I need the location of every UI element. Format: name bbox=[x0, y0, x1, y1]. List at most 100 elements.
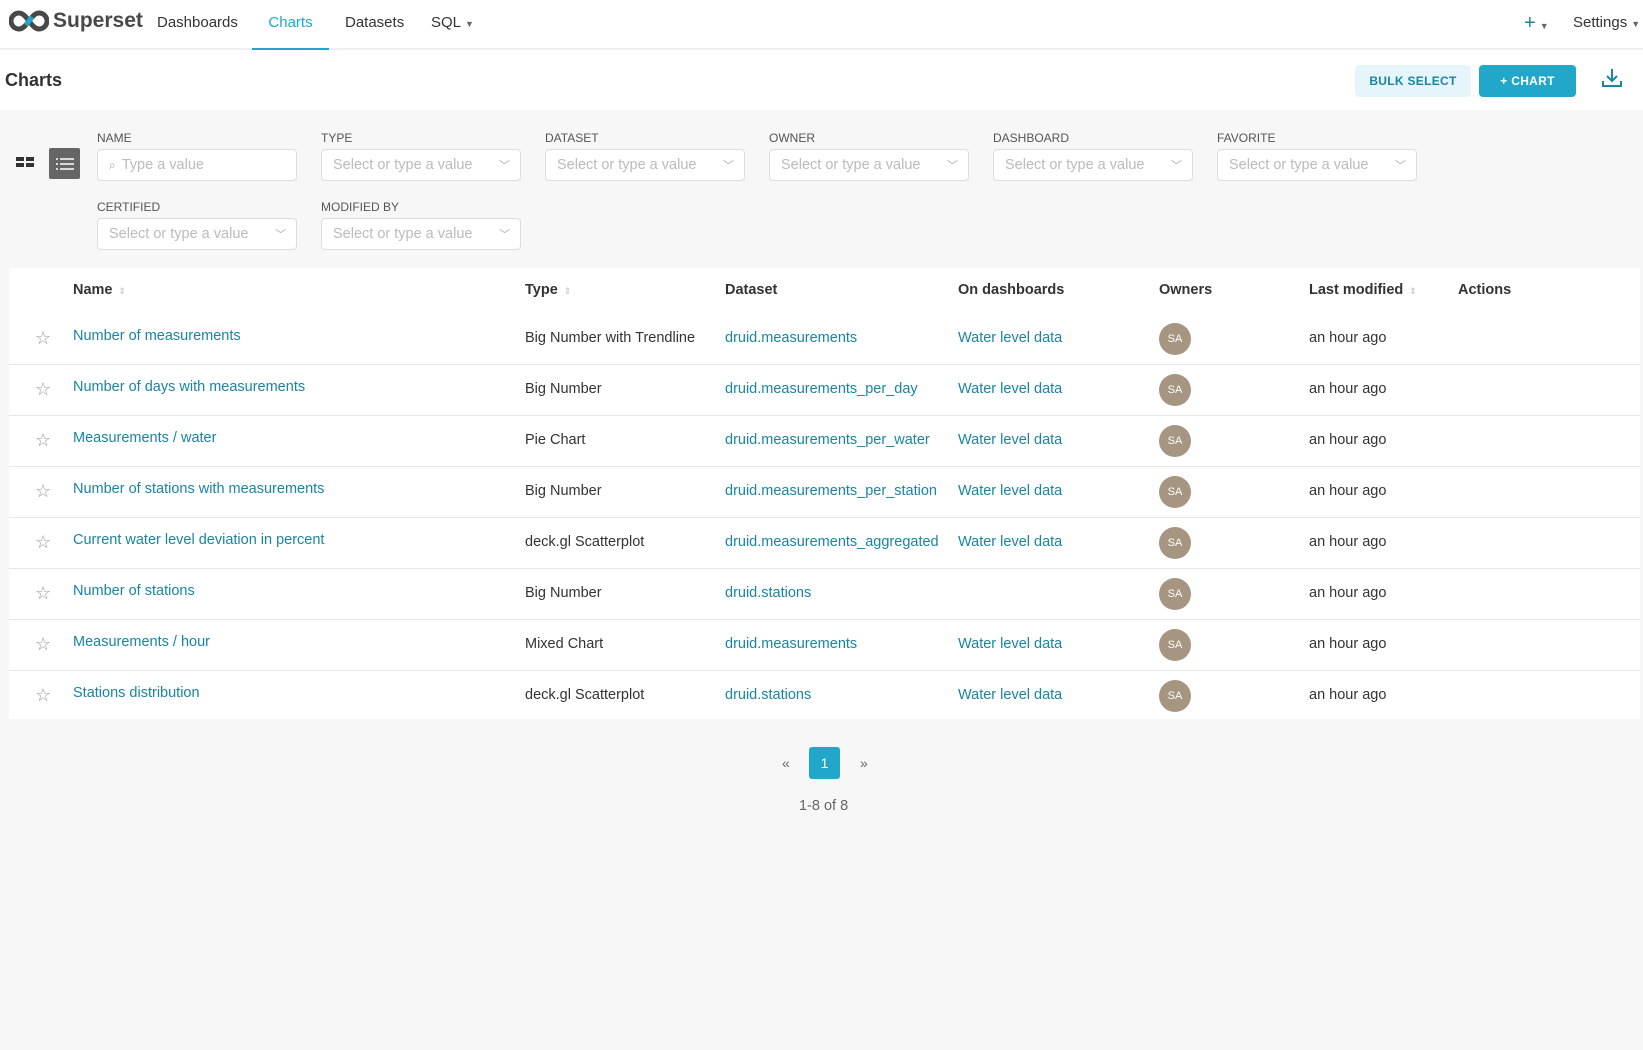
chart-name-link[interactable]: Stations distribution bbox=[73, 685, 200, 701]
chevron-down-icon: ﹀ bbox=[499, 160, 510, 172]
new-menu[interactable]: + ▼ bbox=[1524, 0, 1549, 50]
favorite-star-icon[interactable]: ☆ bbox=[35, 532, 52, 552]
caret-down-icon: ▼ bbox=[465, 19, 474, 29]
dataset-link[interactable]: druid.measurements_per_day bbox=[725, 381, 918, 397]
dashboard-link[interactable]: Water level data bbox=[958, 687, 1063, 703]
filter-certified-input[interactable]: Select or type a value ﹀ bbox=[97, 218, 297, 250]
owner-avatar: SA bbox=[1159, 578, 1191, 610]
dashboard-link[interactable]: Water level data bbox=[958, 432, 1063, 448]
dashboard-link[interactable]: Water level data bbox=[958, 381, 1063, 397]
add-chart-button[interactable]: + CHART bbox=[1479, 65, 1576, 97]
top-nav: Superset Dashboards Charts Datasets SQL ▼… bbox=[0, 0, 1643, 50]
owner-avatar: SA bbox=[1159, 476, 1191, 508]
caret-down-icon: ▼ bbox=[1631, 19, 1641, 29]
list-view-button[interactable] bbox=[49, 148, 80, 179]
chart-name-link[interactable]: Number of stations bbox=[73, 583, 195, 599]
filter-placeholder: Select or type a value bbox=[781, 157, 921, 173]
favorite-star-icon[interactable]: ☆ bbox=[35, 379, 52, 399]
column-header-owners: Owners bbox=[1159, 282, 1213, 298]
chart-type: deck.gl Scatterplot bbox=[525, 534, 645, 550]
pagination-next[interactable]: » bbox=[860, 755, 868, 771]
table-row: ☆ Stations distribution deck.gl Scatterp… bbox=[9, 671, 1640, 722]
chevron-down-icon: ﹀ bbox=[947, 160, 958, 172]
filter-label-name: NAME bbox=[97, 131, 132, 145]
favorite-star-icon[interactable]: ☆ bbox=[35, 481, 52, 501]
dashboard-link[interactable]: Water level data bbox=[958, 636, 1063, 652]
pagination-prev[interactable]: « bbox=[782, 755, 790, 771]
dataset-link[interactable]: druid.measurements bbox=[725, 636, 858, 652]
search-icon: ⌕ bbox=[109, 157, 116, 172]
filter-favorite-input[interactable]: Select or type a value ﹀ bbox=[1217, 149, 1417, 181]
filter-modified-by-input[interactable]: Select or type a value ﹀ bbox=[321, 218, 521, 250]
nav-sql[interactable]: SQL ▼ bbox=[431, 0, 474, 50]
nav-dashboards[interactable]: Dashboards bbox=[157, 14, 238, 31]
sort-icon: ⇕ bbox=[1409, 286, 1417, 296]
chart-type: Mixed Chart bbox=[525, 636, 604, 652]
table-row: ☆ Measurements / hour Mixed Chart druid.… bbox=[9, 620, 1640, 671]
dataset-link[interactable]: druid.measurements_aggregated bbox=[725, 534, 939, 550]
column-header-actions: Actions bbox=[1458, 282, 1512, 298]
chart-name-link[interactable]: Current water level deviation in percent bbox=[73, 532, 325, 548]
filter-placeholder: Select or type a value bbox=[333, 157, 473, 173]
dataset-link[interactable]: druid.stations bbox=[725, 687, 812, 703]
plus-icon: + bbox=[1524, 12, 1536, 34]
chart-name-link[interactable]: Measurements / hour bbox=[73, 634, 211, 650]
dashboard-link[interactable]: Water level data bbox=[958, 330, 1063, 346]
table-row: ☆ Number of stations Big Number druid.st… bbox=[9, 569, 1640, 620]
column-header-type[interactable]: Type ⇕ bbox=[525, 282, 571, 298]
card-view-icon[interactable] bbox=[16, 156, 35, 172]
last-modified: an hour ago bbox=[1309, 483, 1387, 499]
dataset-link[interactable]: druid.measurements_per_station bbox=[725, 483, 937, 499]
filter-dashboard-input[interactable]: Select or type a value ﹀ bbox=[993, 149, 1193, 181]
table-row: ☆ Number of stations with measurements B… bbox=[9, 467, 1640, 518]
chart-name-link[interactable]: Number of stations with measurements bbox=[73, 481, 325, 497]
filter-placeholder: Select or type a value bbox=[1229, 157, 1369, 173]
column-header-last-modified[interactable]: Last modified ⇕ bbox=[1309, 282, 1417, 298]
chart-type: deck.gl Scatterplot bbox=[525, 687, 645, 703]
dataset-link[interactable]: druid.stations bbox=[725, 585, 812, 601]
chart-type: Big Number bbox=[525, 381, 602, 397]
chart-name-link[interactable]: Number of days with measurements bbox=[73, 379, 306, 395]
filter-dataset-input[interactable]: Select or type a value ﹀ bbox=[545, 149, 745, 181]
filter-name-input[interactable]: ⌕ Type a value bbox=[97, 149, 297, 181]
settings-menu[interactable]: Settings ▼ bbox=[1573, 0, 1640, 50]
bulk-select-button[interactable]: BULK SELECT bbox=[1355, 65, 1471, 97]
download-icon[interactable] bbox=[1600, 66, 1624, 90]
dataset-link[interactable]: druid.measurements bbox=[725, 330, 858, 346]
last-modified: an hour ago bbox=[1309, 687, 1387, 703]
sort-icon: ⇕ bbox=[118, 286, 127, 296]
list-view-icon bbox=[55, 157, 74, 170]
filter-owner-input[interactable]: Select or type a value ﹀ bbox=[769, 149, 969, 181]
chart-name-link[interactable]: Measurements / water bbox=[73, 430, 217, 446]
favorite-star-icon[interactable]: ☆ bbox=[35, 634, 52, 654]
dashboard-link[interactable]: Water level data bbox=[958, 534, 1063, 550]
owner-avatar: SA bbox=[1159, 680, 1191, 712]
charts-table: Name ⇕ Type ⇕ Dataset On dashboards Owners… bbox=[9, 268, 1640, 719]
owner-avatar: SA bbox=[1159, 527, 1191, 559]
last-modified: an hour ago bbox=[1309, 381, 1387, 397]
pagination-page-1[interactable]: 1 bbox=[809, 747, 840, 779]
filter-label-certified: CERTIFIED bbox=[97, 200, 161, 214]
filter-label-type: TYPE bbox=[321, 131, 353, 145]
chart-type: Big Number with Trendline bbox=[525, 330, 696, 346]
favorite-star-icon[interactable]: ☆ bbox=[35, 685, 52, 705]
chart-name-link[interactable]: Number of measurements bbox=[73, 328, 241, 344]
nav-datasets[interactable]: Datasets bbox=[345, 14, 405, 31]
dashboard-link[interactable]: Water level data bbox=[958, 483, 1063, 499]
sort-icon: ⇕ bbox=[563, 286, 572, 296]
column-label: Last modified bbox=[1309, 282, 1404, 298]
favorite-star-icon[interactable]: ☆ bbox=[35, 328, 52, 348]
nav-charts[interactable]: Charts bbox=[252, 0, 329, 50]
owner-avatar: SA bbox=[1159, 425, 1191, 457]
superset-logo[interactable]: Superset bbox=[9, 9, 143, 33]
dataset-link[interactable]: druid.measurements_per_water bbox=[725, 432, 930, 448]
column-label: Type bbox=[525, 282, 558, 298]
favorite-star-icon[interactable]: ☆ bbox=[35, 430, 52, 450]
chevron-down-icon: ﹀ bbox=[1395, 160, 1406, 172]
filter-type-input[interactable]: Select or type a value ﹀ bbox=[321, 149, 521, 181]
column-header-name[interactable]: Name ⇕ bbox=[73, 282, 126, 298]
brand-name: Superset bbox=[53, 9, 143, 32]
favorite-star-icon[interactable]: ☆ bbox=[35, 583, 52, 603]
column-header-dataset: Dataset bbox=[725, 282, 778, 298]
filter-placeholder: Select or type a value bbox=[333, 226, 473, 242]
